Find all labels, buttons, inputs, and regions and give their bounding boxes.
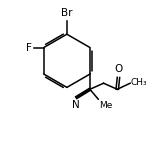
- Text: O: O: [114, 64, 123, 74]
- Text: F: F: [26, 43, 32, 52]
- Text: CH₃: CH₃: [131, 78, 148, 87]
- Text: Me: Me: [99, 101, 112, 110]
- Text: Br: Br: [61, 8, 73, 18]
- Text: N: N: [72, 100, 79, 110]
